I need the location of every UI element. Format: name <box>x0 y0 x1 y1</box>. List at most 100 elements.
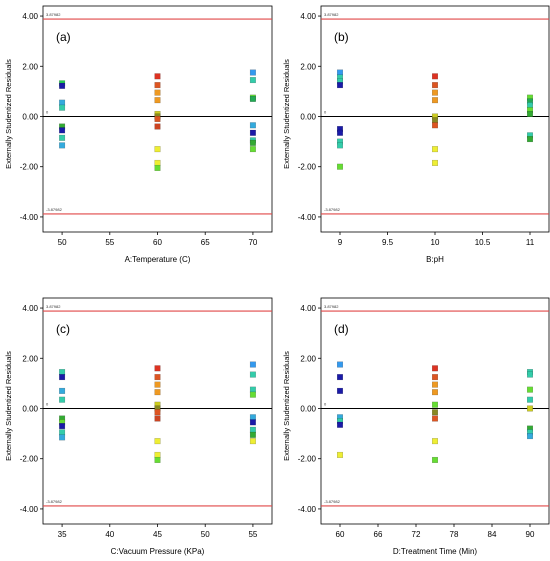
residual-point <box>59 127 66 134</box>
residual-point <box>249 431 256 438</box>
residual-point <box>337 142 344 149</box>
residual-point <box>527 102 534 109</box>
y-axis-label: Externally Studentized Residuals <box>282 351 291 461</box>
x-axis-label: C:Vacuum Pressure (KPa) <box>111 547 205 556</box>
residual-point <box>59 374 66 381</box>
y-tick-label: -2.00 <box>20 455 39 464</box>
residual-point <box>249 426 256 433</box>
y-tick-label: 4.00 <box>22 12 38 21</box>
y-axis-label: Externally Studentized Residuals <box>4 59 13 169</box>
residual-point <box>432 456 439 463</box>
residual-plot-d: 0 3.87982 -3.87982 -4.00 -2.00 0.00 2.00 4.00 60… <box>282 297 550 556</box>
y-tick-label: 0.00 <box>300 404 316 413</box>
upper-limit-label: 3.87982 <box>324 304 339 309</box>
residual-point <box>154 456 161 463</box>
residual-point <box>249 414 256 421</box>
y-tick-label: -2.00 <box>20 163 39 172</box>
lower-limit-label: -3.87982 <box>46 207 63 212</box>
x-tick-label: 50 <box>201 530 210 539</box>
x-tick-label: 11 <box>526 238 535 247</box>
residual-point <box>527 386 534 393</box>
residual-point <box>249 146 256 153</box>
panel-label: (d) <box>334 322 349 336</box>
residual-point <box>432 409 439 416</box>
residual-point <box>337 69 344 76</box>
panel-label: (c) <box>56 322 70 336</box>
y-axis-label: Externally Studentized Residuals <box>282 59 291 169</box>
residual-point <box>154 164 161 171</box>
residual-point <box>249 129 256 136</box>
residual-point <box>249 371 256 378</box>
x-tick-label: 66 <box>374 530 383 539</box>
residual-point <box>249 69 256 76</box>
zero-line-label: 0 <box>324 401 327 406</box>
residual-point <box>59 423 66 430</box>
x-tick-label: 60 <box>153 238 162 247</box>
y-tick-label: 2.00 <box>22 62 38 71</box>
residual-point <box>527 371 534 378</box>
residual-point <box>337 374 344 381</box>
residual-point <box>249 391 256 398</box>
residual-point <box>59 396 66 403</box>
residual-point <box>154 409 161 416</box>
residual-point <box>154 451 161 458</box>
residual-point <box>59 134 66 141</box>
y-tick-label: 2.00 <box>22 354 38 363</box>
residual-point <box>59 429 66 436</box>
panel-label: (a) <box>56 30 71 44</box>
residual-point <box>432 117 439 124</box>
residual-point <box>59 142 66 149</box>
x-tick-label: 50 <box>58 238 67 247</box>
x-tick-label: 9 <box>338 238 343 247</box>
x-tick-label: 55 <box>105 238 114 247</box>
residual-point <box>154 381 161 388</box>
x-axis-label: B:pH <box>426 255 444 264</box>
residual-point <box>154 365 161 372</box>
x-tick-label: 10 <box>431 238 440 247</box>
residual-point <box>154 123 161 130</box>
residual-point <box>154 389 161 396</box>
residual-point <box>249 386 256 393</box>
residual-point <box>249 139 256 146</box>
residual-point <box>432 97 439 104</box>
y-tick-label: -2.00 <box>298 455 317 464</box>
y-tick-label: -4.00 <box>298 213 317 222</box>
residual-point <box>154 73 161 80</box>
residual-point <box>154 115 161 122</box>
y-tick-label: 0.00 <box>300 112 316 121</box>
zero-line-label: 0 <box>46 401 49 406</box>
x-tick-label: 65 <box>201 238 210 247</box>
residual-point <box>432 438 439 445</box>
residual-point <box>337 387 344 394</box>
residual-point <box>59 387 66 394</box>
y-tick-label: -2.00 <box>298 163 317 172</box>
residual-point <box>432 401 439 408</box>
residual-point <box>249 95 256 102</box>
x-tick-label: 72 <box>412 530 421 539</box>
y-tick-label: 4.00 <box>300 304 316 313</box>
y-tick-label: 4.00 <box>22 304 38 313</box>
residual-point <box>432 365 439 372</box>
upper-limit-label: 3.87982 <box>46 304 61 309</box>
residual-point <box>337 421 344 428</box>
residual-point <box>154 82 161 89</box>
y-tick-label: -4.00 <box>20 213 39 222</box>
residual-point <box>59 82 66 89</box>
residual-point <box>527 396 534 403</box>
upper-limit-label: 3.87982 <box>324 12 339 17</box>
x-tick-label: 9.5 <box>382 238 394 247</box>
x-tick-label: 45 <box>153 530 162 539</box>
residual-point <box>249 122 256 129</box>
y-tick-label: 0.00 <box>22 112 38 121</box>
lower-limit-label: -3.87982 <box>324 207 341 212</box>
y-tick-label: 2.00 <box>300 354 316 363</box>
y-tick-label: -4.00 <box>20 505 39 514</box>
x-tick-label: 40 <box>105 530 114 539</box>
panel-label: (b) <box>334 30 349 44</box>
lower-limit-label: -3.87982 <box>324 499 341 504</box>
residual-point <box>432 159 439 166</box>
residual-point <box>154 146 161 153</box>
residual-point <box>59 369 66 376</box>
residual-point <box>337 129 344 136</box>
